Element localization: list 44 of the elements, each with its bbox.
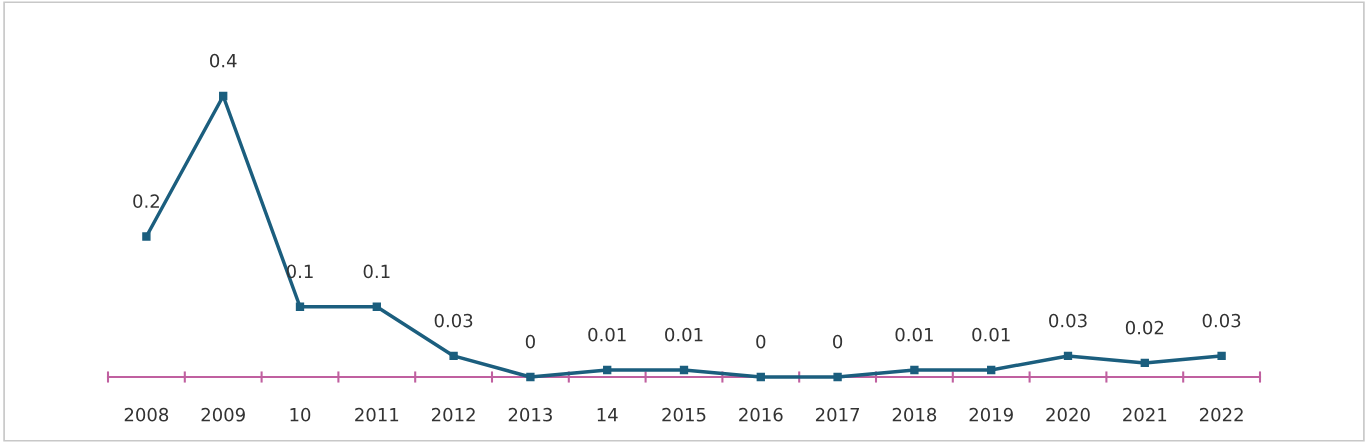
point xyxy=(295,302,305,311)
data-label: 0.03 xyxy=(434,313,473,328)
x-tick-label: 10 xyxy=(290,407,311,422)
data-label: 0.01 xyxy=(665,327,703,342)
point xyxy=(833,372,842,382)
point xyxy=(1140,358,1149,368)
point xyxy=(372,302,381,311)
x-tick-label: 2015 xyxy=(662,407,706,422)
point xyxy=(987,365,996,375)
point xyxy=(910,365,919,375)
data-label: 0.01 xyxy=(588,327,626,342)
x-tick-label: 2021 xyxy=(1123,407,1167,422)
x-tick-label: 2019 xyxy=(969,407,1013,422)
point xyxy=(679,365,689,375)
data-label: 0 xyxy=(756,334,766,349)
data-label: 0.1 xyxy=(363,264,390,279)
point xyxy=(756,372,765,382)
point xyxy=(1217,351,1226,361)
data-label: 0.03 xyxy=(1049,313,1087,328)
data-label: 0.03 xyxy=(1202,313,1241,328)
x-tick-label: 2013 xyxy=(508,407,552,422)
x-tick-label: 2009 xyxy=(201,407,245,422)
point xyxy=(219,91,228,101)
x-tick-label: 2017 xyxy=(815,407,860,422)
data-label: 0 xyxy=(525,334,535,349)
point xyxy=(1063,351,1073,361)
x-tick-label: 2018 xyxy=(892,407,937,422)
point xyxy=(526,372,535,382)
data-label: 0 xyxy=(833,334,843,349)
x-tick-label: 2020 xyxy=(1046,407,1090,422)
x-tick-label: 2022 xyxy=(1199,407,1243,422)
x-tick-label: 2012 xyxy=(431,407,475,422)
point xyxy=(603,365,612,375)
data-label: 0.2 xyxy=(133,194,159,209)
data-label: 0.02 xyxy=(1125,320,1164,335)
data-label: 0.01 xyxy=(895,327,933,342)
x-tick-label: 2016 xyxy=(739,407,783,422)
x-tick-label: 2008 xyxy=(124,407,169,422)
point xyxy=(449,351,458,361)
point xyxy=(142,232,151,241)
x-tick-label: 14 xyxy=(597,408,618,422)
data-label: 0.4 xyxy=(210,53,237,68)
x-tick-label: 2011 xyxy=(355,407,399,422)
data-label: 0.01 xyxy=(972,327,1010,342)
